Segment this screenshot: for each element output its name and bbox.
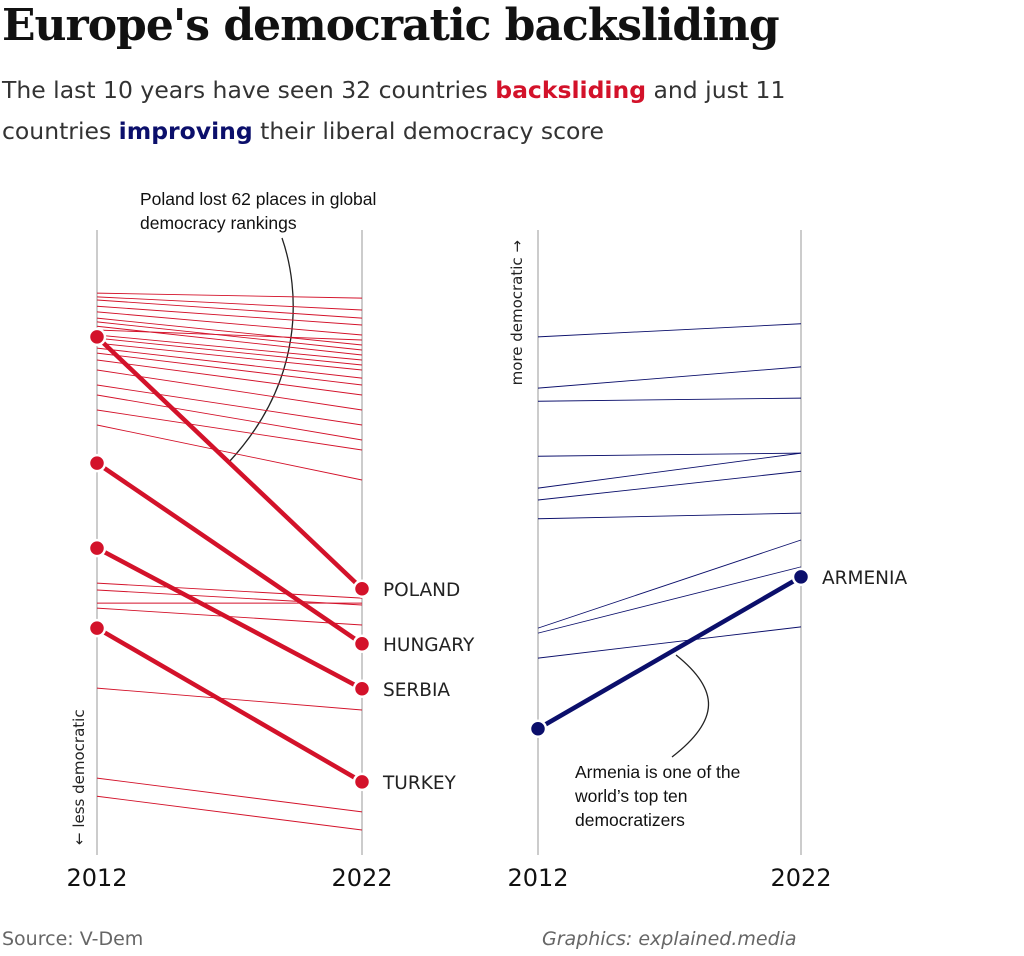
axis-label: more democratic → xyxy=(508,240,526,385)
annotation-connector xyxy=(228,237,294,463)
line xyxy=(96,359,363,396)
line xyxy=(537,539,802,629)
line xyxy=(537,366,802,389)
line xyxy=(96,292,363,299)
point xyxy=(87,538,107,558)
line xyxy=(96,296,363,311)
point xyxy=(528,719,548,738)
axis-label: ← less democratic xyxy=(70,709,88,845)
line xyxy=(96,409,363,451)
x-tick-label: 2022 xyxy=(331,864,392,892)
line xyxy=(537,470,802,501)
line xyxy=(96,342,363,371)
point xyxy=(352,634,372,653)
line xyxy=(96,352,363,386)
line xyxy=(537,452,802,489)
plot: 2012 2022 ← less democratic POLAND HUNGARY SE… xyxy=(66,240,907,892)
series-label: HUNGARY xyxy=(383,635,475,656)
line xyxy=(96,424,363,481)
line xyxy=(537,566,802,634)
annotation-connector xyxy=(671,654,710,758)
highlight-line xyxy=(536,574,803,731)
line xyxy=(96,305,363,326)
line xyxy=(96,394,363,441)
series-label: SERBIA xyxy=(383,680,450,701)
line xyxy=(537,452,802,457)
line xyxy=(96,589,363,606)
highlight-line xyxy=(95,626,364,784)
line xyxy=(96,582,363,599)
line xyxy=(537,626,802,659)
x-tick-label: 2012 xyxy=(66,864,127,892)
line xyxy=(537,512,802,520)
subtitle-text: and just 11 countries xyxy=(2,76,786,145)
annotation: Armenia is one of the world’s top ten de… xyxy=(575,762,741,830)
subtitle-text: their liberal democracy score xyxy=(252,117,604,145)
point xyxy=(87,327,107,347)
line xyxy=(96,687,363,711)
series-label: POLAND xyxy=(383,580,460,601)
x-tick-label: 2012 xyxy=(507,864,568,892)
point xyxy=(791,567,811,587)
point xyxy=(87,618,107,638)
point xyxy=(352,772,372,792)
subtitle-text: The last 10 years have seen 32 countries xyxy=(2,76,496,104)
line xyxy=(537,397,802,402)
point xyxy=(352,679,372,698)
line xyxy=(96,795,363,831)
annotation: Poland lost 62 places in global democrac… xyxy=(140,189,377,233)
line xyxy=(96,347,363,379)
line xyxy=(96,337,363,366)
line xyxy=(96,325,363,356)
point xyxy=(352,579,372,598)
line xyxy=(537,323,802,338)
highlight-line xyxy=(95,461,364,646)
series-label: TURKEY xyxy=(382,773,457,794)
title: Europe's democratic backsliding xyxy=(2,0,780,51)
line xyxy=(96,317,363,346)
credit: Graphics: explained.media xyxy=(542,928,797,950)
line xyxy=(96,334,363,361)
subtitle-highlight: improving xyxy=(118,117,253,145)
line xyxy=(96,311,363,336)
line xyxy=(96,299,363,319)
subtitle-highlight: backsliding xyxy=(495,76,647,104)
x-tick-label: 2022 xyxy=(770,864,831,892)
line xyxy=(96,329,363,341)
series-label: ARMENIA xyxy=(822,568,907,589)
source: Source: V-Dem xyxy=(2,928,144,950)
line xyxy=(96,777,363,813)
subtitle: The last 10 years have seen 32 countries… xyxy=(2,70,902,152)
point xyxy=(87,453,107,473)
highlight-line xyxy=(95,546,364,691)
highlight-line xyxy=(95,335,364,591)
line xyxy=(96,321,363,351)
line xyxy=(96,384,363,426)
